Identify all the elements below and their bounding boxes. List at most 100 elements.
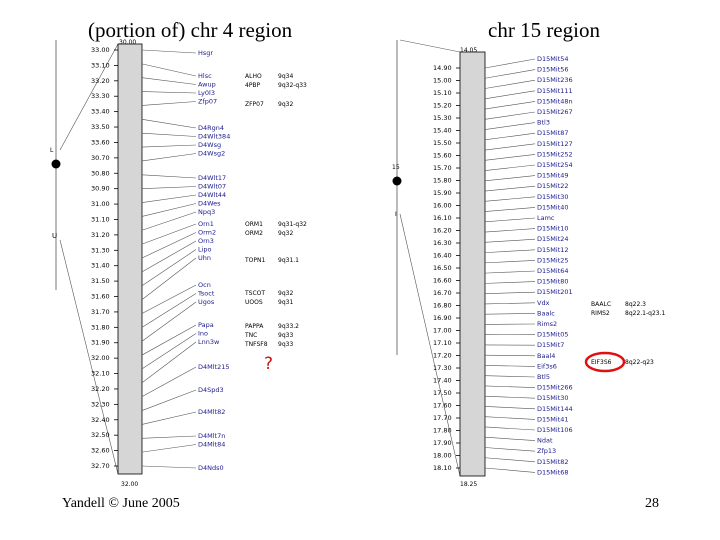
chr15-gene-label: D15Mit41	[537, 415, 569, 423]
chr4-position-label: 31.80	[91, 323, 110, 331]
chr15-marker-i: I	[395, 211, 397, 218]
chr15-gene-connector	[484, 154, 536, 161]
chr4-ortholog-location: 9q31.1	[278, 257, 299, 264]
chr15-zoom-lines	[399, 39, 461, 477]
chr4-position-label: 31.50	[91, 277, 110, 285]
chr15-gene-label: D15Mit30	[537, 193, 569, 201]
chr4-gene-connector	[141, 77, 197, 85]
chr15-gene-label: D15Mit54	[537, 55, 569, 63]
chr15-position-label: 17.60	[433, 402, 452, 410]
chr15-bottom-label: 18.25	[460, 481, 477, 488]
chr4-position-label: 31.70	[91, 308, 110, 316]
chr4-gene-label: Hsgr	[198, 49, 213, 57]
chr4-gene-label: D4Wes	[198, 200, 221, 208]
chr4-ortholog-location: 9q32-q33	[278, 82, 307, 89]
chr15-gene-connector	[484, 281, 536, 284]
chr15-gene-label: Ndat	[537, 437, 553, 445]
chr15-position-label: 16.20	[433, 227, 452, 235]
chr15-gene-label: D15Mit25	[537, 256, 569, 264]
chr4-gene-connector	[141, 132, 197, 137]
chr15-gene-label: D15Mit252	[537, 150, 573, 158]
chr15-position-label: 15.50	[433, 139, 452, 147]
chr15-gene-connector	[484, 467, 536, 473]
chr4-gene-connector	[141, 301, 197, 342]
chr4-ortholog-location: 9q31-q32	[278, 221, 307, 228]
chr15-gene-connector	[484, 291, 536, 294]
chr4-gene-label: D4Nds0	[198, 464, 224, 472]
chr15-position-label: 17.70	[433, 414, 452, 422]
chr4-marker-l: L	[50, 147, 54, 154]
chr4-gene-label: D4Rgn4	[198, 124, 224, 132]
chr4-position-label: 33.60	[91, 138, 110, 146]
chr15-gene-label: D15Mit24	[537, 235, 569, 243]
chr4-gene-connector	[141, 232, 197, 259]
chr15-gene-label: Btl3	[537, 119, 550, 127]
chr15-zoom-bottom-line	[399, 213, 461, 477]
chr15-position-label: 18.00	[433, 452, 452, 460]
chr4-position-label: 32.70	[91, 462, 110, 470]
chr4-gene-label: D4Wlt17	[198, 174, 226, 182]
chr15-position-label: 17.90	[433, 439, 452, 447]
chr4-gene-connector	[141, 223, 197, 245]
chr4-gene-label: Papa	[198, 321, 214, 329]
chr4-gene-connector	[141, 203, 197, 217]
chr15-position-label: 15.80	[433, 177, 452, 185]
chr4-position-label: 33.00	[91, 46, 110, 54]
chr4-gene-label: Orm2	[198, 229, 216, 237]
chr15-gene-label: Vdx	[537, 299, 550, 307]
chr4-gene-connector	[141, 240, 197, 273]
chr15-position-label: 17.80	[433, 427, 452, 435]
chr15-gene-connector	[484, 101, 536, 110]
chr4-ortholog-gene: 4PBP	[245, 82, 261, 89]
chr15-position-label: 15.70	[433, 164, 452, 172]
chr4-ortholog-location: 9q33	[278, 332, 293, 339]
chr15-gene-connector	[484, 132, 536, 141]
chr15-ortholog-gene: RIMS2	[591, 310, 610, 317]
chr15-gene-label: Btl5	[537, 373, 550, 381]
chr4-gene-label: Uhn	[198, 254, 211, 262]
chr15-marker-15: 15	[392, 164, 400, 171]
chr15-position-label: 17.00	[433, 327, 452, 335]
chr4-gene-label: Npq3	[198, 208, 215, 216]
chr4-position-label: 33.30	[91, 92, 110, 100]
chr4-position-label: 33.10	[91, 61, 110, 69]
chr15-gene-connector	[484, 122, 536, 130]
chr4-ortholog-location: 9q33.2	[278, 323, 299, 330]
chr4-position-label: 31.00	[91, 200, 110, 208]
chr15-position-label: 16.50	[433, 264, 452, 272]
chr4-ortholog-gene: ORM2	[245, 230, 263, 237]
chr15-gene-label: D15Mit7	[537, 341, 564, 349]
chr15-gene-label: D15Mit30	[537, 394, 569, 402]
chr15-gene-connector	[484, 143, 536, 151]
chr4-ortholog-gene: UOOS	[245, 299, 263, 306]
chr15-gene-label: D15Mit144	[537, 405, 573, 413]
chr15-gene-label: Baalc	[537, 309, 555, 317]
chr4-gene-label: Ugos	[198, 298, 215, 306]
chr15-gene-connector	[484, 196, 536, 202]
chr4-gene-connector	[141, 341, 197, 384]
chr4-gene-connector	[141, 465, 197, 469]
chr15-gene-connector	[484, 58, 536, 69]
chr4-gene-label: D4Mlt84	[198, 441, 225, 449]
chr15-title: chr 15 region	[488, 18, 600, 42]
chr15-position-label: 14.90	[433, 64, 452, 72]
chr15-gene-connector	[484, 416, 536, 420]
chr15-position-label: 15.60	[433, 152, 452, 160]
chr15-position-label: 17.30	[433, 364, 452, 372]
chr15-gene-label: D15Mit64	[537, 267, 569, 275]
chr4-gene-label: D4Mlt82	[198, 408, 225, 416]
chr15-position-label: 17.40	[433, 377, 452, 385]
chr15-gene-label: D15Mit127	[537, 140, 573, 148]
chr4-gene-label: D4Wsg2	[198, 150, 225, 158]
chr4-gene-connector	[141, 284, 197, 314]
chr4-gene-label: Zfp07	[198, 98, 217, 106]
chr15-gene-label: D15Mit254	[537, 161, 573, 169]
chr4-ortholog-gene: TNFSF8	[244, 341, 268, 348]
chr4-gene-label: D4Spd3	[198, 386, 224, 394]
chr4-gene-connector	[141, 119, 197, 129]
chr15-gene-connector	[484, 111, 536, 120]
chr4-top-label: 30.00	[119, 39, 136, 46]
chr4-marker-u: U	[52, 232, 57, 240]
chr4-ortholog-gene: ALHO	[245, 73, 262, 80]
